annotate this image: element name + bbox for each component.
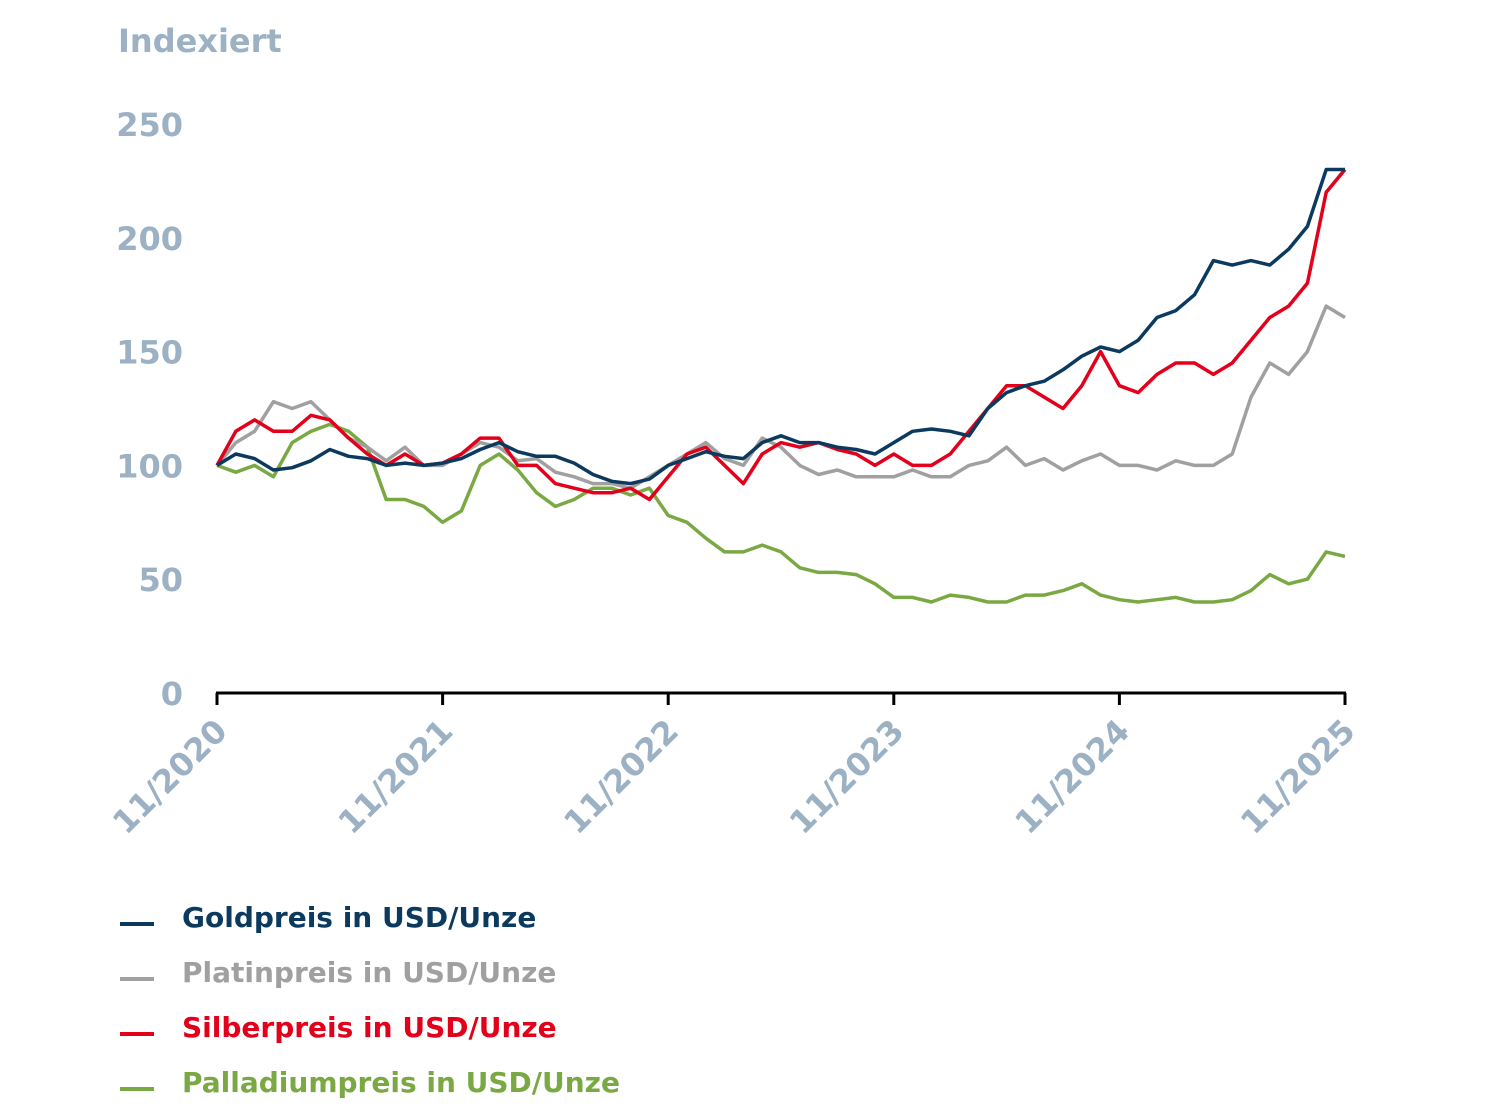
legend-label: Platinpreis in USD/Unze [182, 956, 557, 989]
legend-item: Palladiumpreis in USD/Unze [120, 1055, 620, 1110]
y-tick-label: 200 [116, 220, 183, 258]
y-tick-label: 150 [116, 334, 183, 372]
x-tick-label: 11/2023 [782, 712, 912, 842]
legend-item: Goldpreis in USD/Unze [120, 890, 620, 945]
x-tick-label: 11/2020 [105, 712, 235, 842]
series-line-0 [216, 167, 1345, 486]
legend: Goldpreis in USD/Unze Platinpreis in USD/… [120, 890, 620, 1110]
legend-swatch [120, 1086, 154, 1091]
y-tick-label: 250 [116, 106, 183, 144]
x-tick-label: 11/2024 [1007, 712, 1137, 842]
y-tick-label: 50 [138, 561, 183, 599]
series-line-1 [215, 304, 1346, 490]
series-line-3 [216, 422, 1346, 604]
x-tick-label: 11/2025 [1233, 712, 1363, 842]
legend-swatch [120, 976, 154, 981]
legend-swatch [120, 921, 154, 926]
y-axis-title: Indexiert [118, 22, 282, 60]
legend-label: Goldpreis in USD/Unze [182, 901, 537, 934]
legend-item: Silberpreis in USD/Unze [120, 1000, 620, 1055]
legend-label: Silberpreis in USD/Unze [182, 1011, 557, 1044]
series-line-2 [215, 168, 1347, 502]
x-tick-label: 11/2021 [331, 712, 461, 842]
legend-swatch [120, 1031, 154, 1036]
x-tick-label: 11/2022 [556, 712, 686, 842]
y-tick-label: 100 [116, 447, 183, 485]
legend-label: Palladiumpreis in USD/Unze [182, 1066, 620, 1099]
y-tick-label: 0 [161, 675, 183, 713]
legend-item: Platinpreis in USD/Unze [120, 945, 620, 1000]
